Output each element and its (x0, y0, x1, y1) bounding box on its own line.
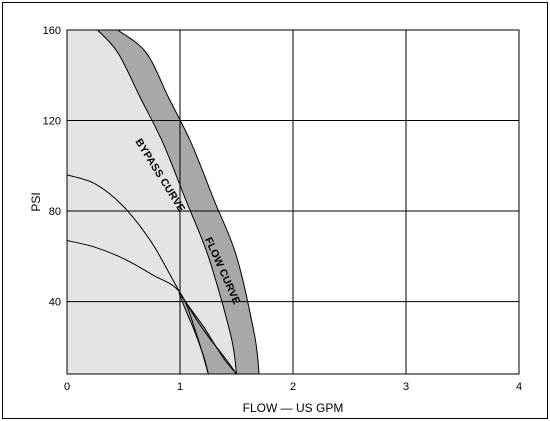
operating-region (67, 30, 237, 374)
flow-curve-band (96, 30, 260, 374)
y-tick-label: 160 (43, 25, 61, 37)
curve-lines (67, 174, 237, 374)
bypass-line-lower (67, 240, 209, 374)
x-tick-label: 0 (64, 381, 70, 393)
bypass-line-upper (67, 174, 237, 374)
x-tick-label: 2 (290, 381, 296, 393)
tick-labels: 0 1 2 3 4 40 80 120 160 (43, 25, 522, 393)
bypass-curve-band (178, 292, 238, 374)
y-tick-label: 40 (49, 297, 61, 309)
grid (66, 29, 520, 375)
curve-fills (67, 30, 260, 374)
x-tick-label: 3 (403, 381, 409, 393)
x-tick-label: 1 (177, 381, 183, 393)
x-tick-label: 4 (516, 381, 522, 393)
y-tick-label: 120 (43, 116, 61, 128)
y-tick-label: 80 (49, 206, 61, 218)
y-axis-label: PSI (29, 192, 43, 211)
x-axis-label: FLOW — US GPM (243, 401, 344, 415)
plot-border (66, 29, 520, 375)
